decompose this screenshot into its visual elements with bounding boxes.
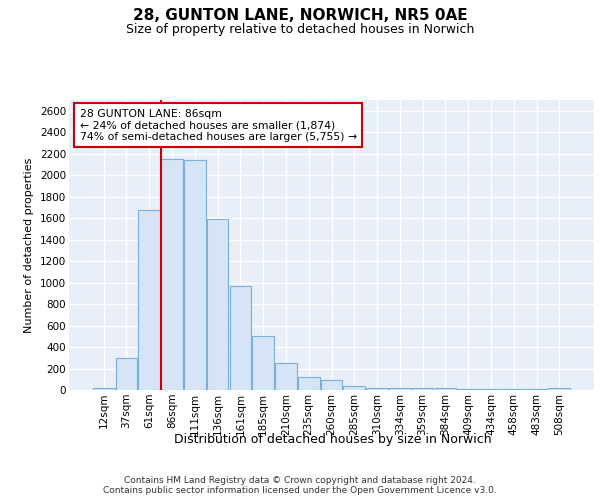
Text: 28, GUNTON LANE, NORWICH, NR5 0AE: 28, GUNTON LANE, NORWICH, NR5 0AE [133,8,467,22]
Bar [343,386,365,390]
Bar [298,377,320,390]
Text: Size of property relative to detached houses in Norwich: Size of property relative to detached ho… [126,22,474,36]
Bar [275,363,297,390]
Bar [116,358,137,390]
Text: Contains HM Land Registry data © Crown copyright and database right 2024.
Contai: Contains HM Land Registry data © Crown c… [103,476,497,495]
Bar [207,219,229,390]
Bar [457,389,479,390]
Bar [93,388,115,390]
Bar [161,159,183,390]
Bar [480,389,502,390]
Bar [139,210,160,390]
Bar [434,388,456,390]
Bar [184,160,206,390]
Bar [253,336,274,390]
Y-axis label: Number of detached properties: Number of detached properties [25,158,34,332]
Text: 28 GUNTON LANE: 86sqm
← 24% of detached houses are smaller (1,874)
74% of semi-d: 28 GUNTON LANE: 86sqm ← 24% of detached … [79,108,356,142]
Bar [503,389,524,390]
Bar [412,388,433,390]
Bar [548,388,570,390]
Bar [230,286,251,390]
Bar [389,388,410,390]
Bar [320,380,343,390]
Text: Distribution of detached houses by size in Norwich: Distribution of detached houses by size … [174,432,492,446]
Bar [366,388,388,390]
